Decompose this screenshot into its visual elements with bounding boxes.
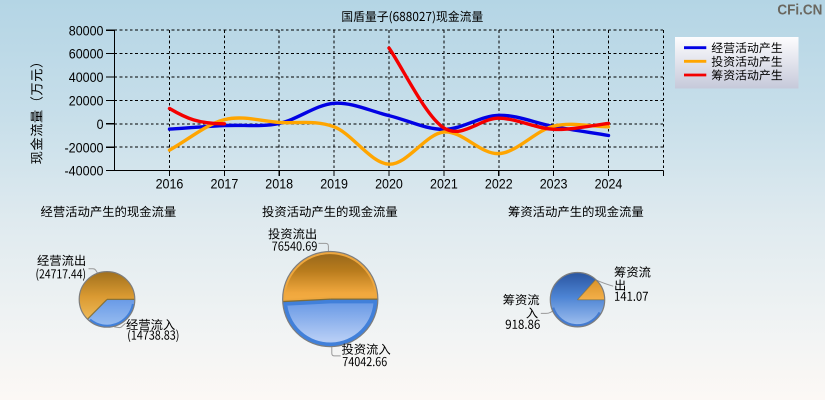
svg-text:0: 0 bbox=[97, 116, 104, 132]
svg-text:2022: 2022 bbox=[485, 176, 513, 191]
svg-text:2016: 2016 bbox=[156, 176, 184, 191]
svg-text:20000: 20000 bbox=[69, 93, 104, 109]
svg-text:2024: 2024 bbox=[595, 176, 623, 191]
svg-text:CFi.CN: CFi.CN bbox=[777, 2, 822, 18]
svg-text:2019: 2019 bbox=[320, 176, 348, 191]
svg-text:2020: 2020 bbox=[375, 176, 403, 191]
svg-text:2017: 2017 bbox=[211, 176, 239, 191]
svg-text:2021: 2021 bbox=[430, 176, 458, 191]
svg-text:60000: 60000 bbox=[69, 46, 104, 62]
svg-text:-40000: -40000 bbox=[65, 163, 104, 179]
svg-text:40000: 40000 bbox=[69, 69, 104, 85]
svg-text:2018: 2018 bbox=[265, 176, 293, 191]
svg-text:80000: 80000 bbox=[69, 22, 104, 38]
svg-text:2023: 2023 bbox=[540, 176, 568, 191]
svg-text:-20000: -20000 bbox=[65, 139, 104, 155]
